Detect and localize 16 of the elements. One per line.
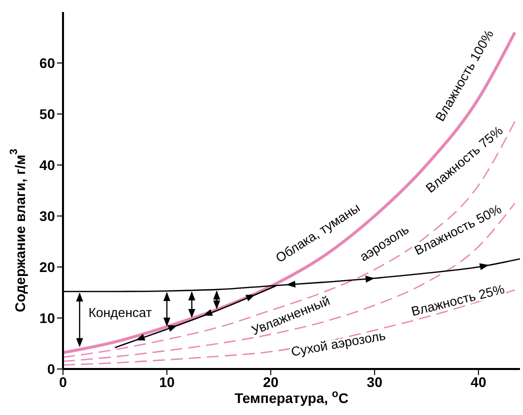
x-tick-label: 0 bbox=[59, 374, 68, 390]
y-tick-label: 50 bbox=[39, 106, 56, 122]
x-tick-label: 30 bbox=[366, 374, 383, 390]
annotation: Влажность 25% bbox=[410, 280, 506, 318]
y-tick-label: 30 bbox=[39, 208, 56, 224]
annotation: Сухой аэрозоль bbox=[290, 327, 387, 359]
y-tick-label: 40 bbox=[39, 156, 56, 173]
x-tick-label: 40 bbox=[470, 374, 486, 390]
y-tick-label: 10 bbox=[39, 310, 56, 326]
y-tick-label: 60 bbox=[39, 54, 56, 71]
x-tick-label: 20 bbox=[262, 374, 279, 390]
y-tick-label: 0 bbox=[47, 360, 56, 377]
annotation: Конденсат bbox=[88, 304, 152, 320]
x-tick-label: 10 bbox=[159, 374, 175, 390]
y-tick-label: 20 bbox=[39, 258, 56, 275]
x-axis-title: Температура, $^{o}$C bbox=[234, 388, 348, 406]
